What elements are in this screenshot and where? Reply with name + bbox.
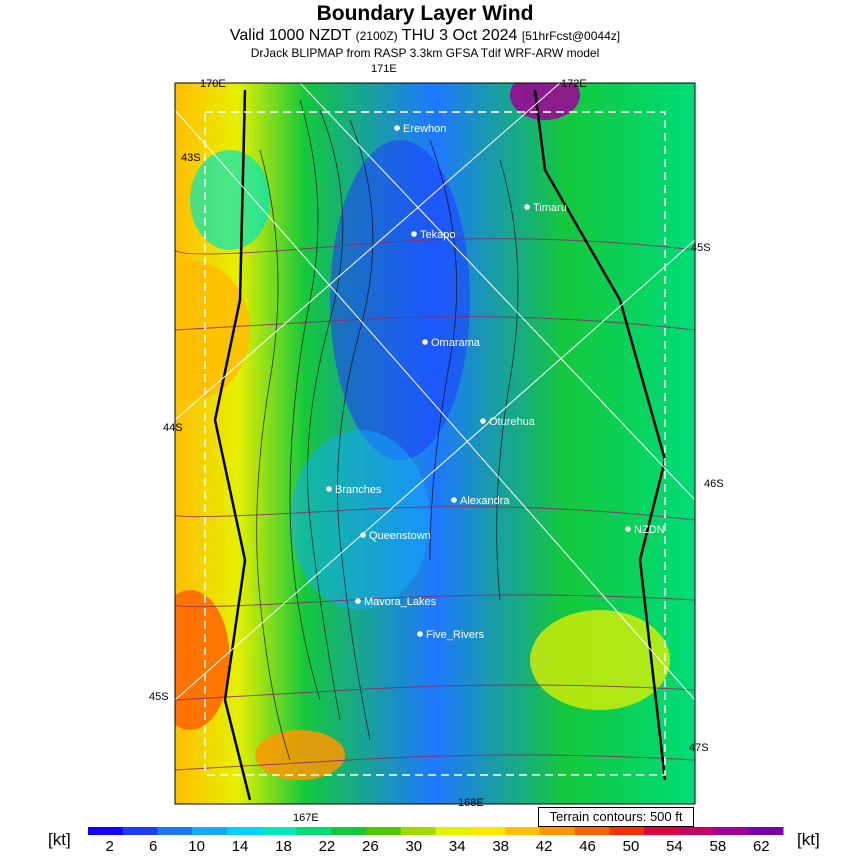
place-label: Erewhon <box>403 123 446 135</box>
colorbar-unit-right: [kt] <box>797 830 820 849</box>
place-marker <box>326 486 332 492</box>
place-label: NZDN <box>634 524 665 536</box>
lon-label-171e: 171E <box>371 63 397 75</box>
place-label: Five_Rivers <box>426 629 485 641</box>
colorbar-tick-label: 10 <box>188 838 205 855</box>
place-marker <box>422 339 428 345</box>
colorbar-tick-label: 22 <box>318 838 336 855</box>
valid-date: THU 3 Oct 2024 <box>401 27 518 44</box>
lon-label-167e: 167E <box>293 812 319 824</box>
lon-label-172e: 172E <box>561 78 587 90</box>
colorbar-tick-label: 30 <box>405 838 423 855</box>
colorbar-swatch <box>296 827 332 835</box>
forecast-tag: [51hrFcst@0044z] <box>521 29 621 43</box>
lat-label-46s: 46S <box>704 478 724 490</box>
moderate-wind-area-northwest <box>190 150 270 250</box>
place-marker <box>625 526 631 532</box>
lon-label-170e: 170E <box>200 78 226 90</box>
colorbar-tick-label: 54 <box>666 838 683 855</box>
lat-label-45s-left: 45S <box>149 691 169 703</box>
place-marker <box>524 204 530 210</box>
strong-wind-area-north <box>510 83 580 120</box>
place-label: Timaru <box>533 202 567 214</box>
place-marker <box>411 231 417 237</box>
place-label: Queenstown <box>369 530 431 542</box>
colorbar-swatch <box>574 827 610 835</box>
map-frame <box>174 82 696 805</box>
place-marker <box>355 598 361 604</box>
colorbar-swatch <box>505 827 541 835</box>
place-label: Branches <box>335 484 382 496</box>
colorbar-tick-label: 46 <box>579 838 596 855</box>
terrain-contours <box>256 99 519 761</box>
weak-wind-area-basin <box>330 140 470 460</box>
place-marker <box>360 532 366 538</box>
place-markers: Erewhon Timaru Tekapo Omarama Oturehua Branch… <box>326 123 665 641</box>
map-field <box>175 83 695 804</box>
place-label: Oturehua <box>489 416 536 428</box>
colorbar-tick-label: 34 <box>448 838 466 855</box>
colorbar-tick-label: 18 <box>275 838 292 855</box>
coastline-west <box>213 89 252 801</box>
colorbar-swatch <box>539 827 575 835</box>
place-label: Tekapo <box>420 229 455 241</box>
moderate-wind-area-east <box>530 610 670 710</box>
lat-label-45s-right: 45S <box>691 242 711 254</box>
colorbar-tick-label: 62 <box>752 838 770 855</box>
colorbar-swatch <box>227 827 263 835</box>
colorbar-tick-label: 42 <box>535 838 553 855</box>
colorbar-unit-left: [kt] <box>48 830 71 849</box>
colorbar-swatch <box>261 827 297 835</box>
colorbar-swatch <box>713 827 749 835</box>
colorbar-swatch <box>748 827 784 835</box>
colorbar-tick-label: 26 <box>362 838 379 855</box>
place-marker <box>394 125 400 131</box>
lat-lon-grid <box>175 83 695 701</box>
colorbar-swatch <box>122 827 158 835</box>
valid-prefix: Valid 1000 NZDT <box>229 27 352 44</box>
colorbar-swatch <box>400 827 436 835</box>
colorbar-swatch <box>88 827 124 835</box>
domain-boundary <box>204 111 666 776</box>
place-label: Mavora_Lakes <box>364 596 437 608</box>
lat-label-47s: 47S <box>689 742 709 754</box>
strong-wind-area-south <box>255 730 345 780</box>
valid-time: Valid 1000 NZDT (2100Z) THU 3 Oct 2024 [… <box>0 27 850 45</box>
place-marker <box>480 418 486 424</box>
lon-label-168e: 168E <box>458 797 484 809</box>
colorbar-swatch <box>366 827 402 835</box>
coastline-east <box>533 89 667 781</box>
place-label: Omarama <box>431 337 481 349</box>
colorbar-tick-label: 38 <box>492 838 509 855</box>
strong-wind-area-west <box>175 260 250 400</box>
strong-wind-area-southwest <box>175 590 230 730</box>
place-label: Alexandra <box>460 495 510 507</box>
colorbar-swatch <box>157 827 193 835</box>
colorbar-tick-label: 14 <box>231 838 249 855</box>
weak-wind-area-lakes <box>290 430 430 610</box>
color-scale-bar <box>88 827 784 835</box>
map-title: Boundary Layer Wind <box>316 2 534 25</box>
place-marker <box>451 497 457 503</box>
colorbar-swatch <box>192 827 228 835</box>
terrain-contour-note: Terrain contours: 500 ft <box>538 807 694 827</box>
colorbar-tick-label: 6 <box>148 838 158 855</box>
lat-label-43s: 43S <box>181 152 201 164</box>
colorbar-swatch <box>678 827 714 835</box>
valid-utc: (2100Z) <box>355 29 398 43</box>
model-description: DrJack BLIPMAP from RASP 3.3km GFSA Tdif… <box>250 46 600 60</box>
colorbar-swatch <box>435 827 471 835</box>
place-marker <box>417 631 423 637</box>
colorbar-tick-label: 2 <box>105 838 114 855</box>
colorbar-swatch <box>331 827 367 835</box>
lat-label-44s: 44S <box>163 422 183 434</box>
colorbar-tick-label: 58 <box>709 838 727 855</box>
colorbar-swatch <box>609 827 645 835</box>
colorbar-swatch <box>644 827 680 835</box>
colorbar-tick-label: 50 <box>622 838 640 855</box>
colorbar-swatch <box>470 827 506 835</box>
